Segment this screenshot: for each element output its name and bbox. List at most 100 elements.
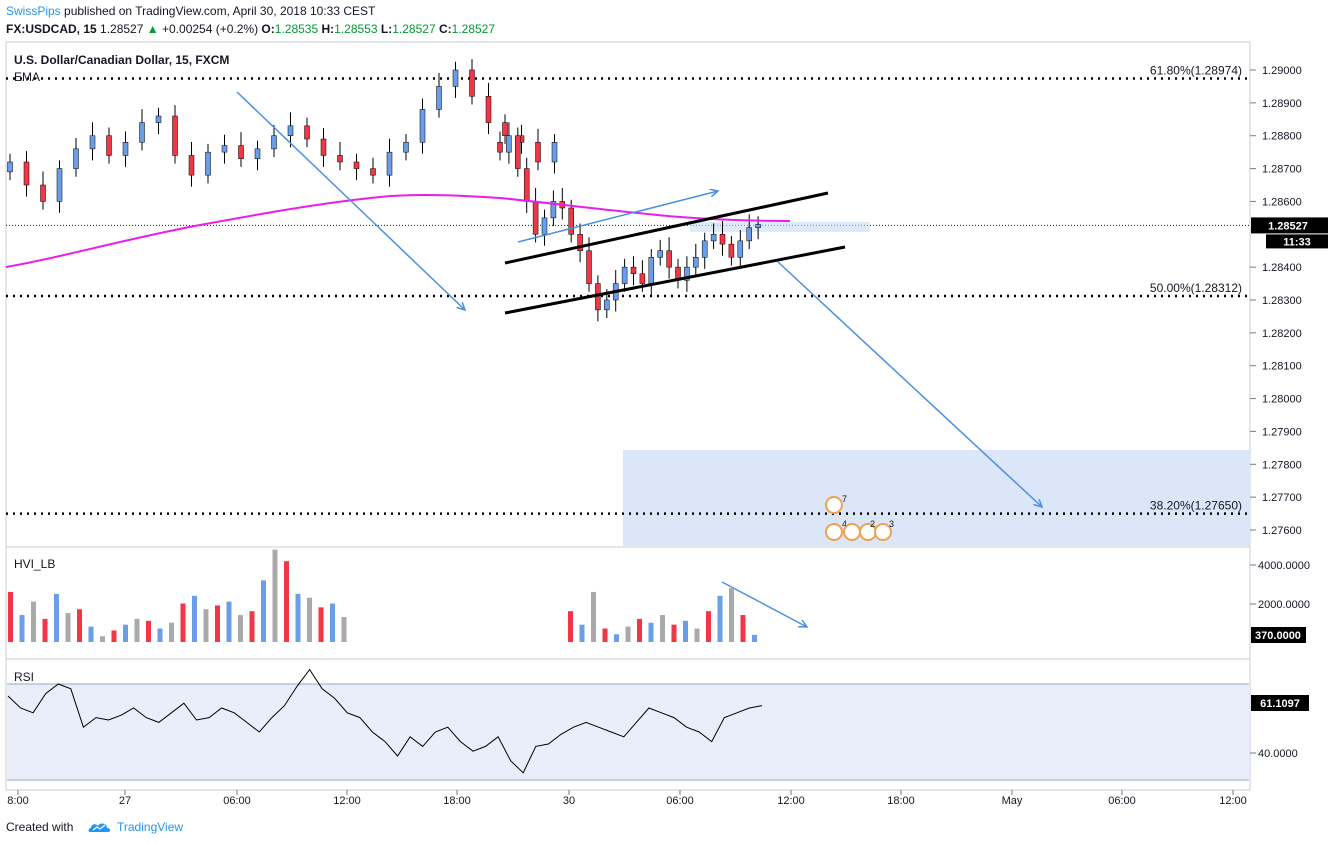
volume-bar	[637, 618, 642, 642]
time-tick-label: 18:00	[443, 795, 471, 807]
volume-bar	[579, 624, 585, 642]
volume-bar	[88, 626, 94, 642]
candle-body	[684, 266, 690, 281]
price-tick-label: 1.28700	[1262, 164, 1302, 176]
candle-body	[639, 273, 646, 284]
us-flag-event-icon[interactable]	[843, 523, 861, 541]
volume-bar	[54, 593, 59, 642]
time-axis[interactable]: 8:00 27 06:00 12:00 18:00 30 06:00 12:00 18:00 Ma…	[7, 790, 1247, 807]
arrow-up-channel[interactable]	[517, 191, 718, 243]
candle-body	[586, 250, 592, 284]
candle-body	[353, 161, 360, 169]
arrow-down-left[interactable]	[236, 91, 465, 310]
volume-bar	[625, 626, 631, 642]
candle-body	[386, 151, 393, 176]
last-price: 1.28527	[100, 22, 144, 36]
author-link[interactable]: SwissPips	[6, 4, 61, 18]
volume-bar	[261, 580, 266, 642]
channel-lower-line[interactable]	[504, 245, 846, 315]
countdown-label: 11:33	[1283, 236, 1311, 248]
time-tick-label: May	[1002, 795, 1023, 807]
candle-body	[728, 243, 735, 258]
fib-level-label: 61.80%(1.28974)	[1150, 64, 1242, 78]
volume-pane-title[interactable]: HVI_LB	[14, 557, 55, 571]
candle-body	[469, 69, 475, 97]
price-tick-label: 1.28400	[1262, 262, 1302, 274]
arrow-target[interactable]	[777, 261, 1042, 507]
event-count: 4	[842, 519, 847, 529]
candle-body	[304, 125, 310, 140]
volume-bar	[157, 628, 163, 642]
event-count: 3	[889, 519, 894, 529]
volume-tick: 2000.0000	[1258, 599, 1310, 611]
time-tick-label: 30	[563, 795, 575, 807]
price-tick-label: 1.28800	[1262, 131, 1302, 143]
us-flag-event-icon[interactable]	[874, 523, 892, 541]
chart-frame	[5, 41, 1251, 791]
volume-bar	[740, 615, 746, 642]
ema-indicator-label[interactable]: EMA	[14, 70, 40, 84]
up-triangle-icon: ▲	[146, 22, 159, 36]
volume-bar	[42, 618, 48, 642]
ca-flag-event-icon[interactable]	[825, 523, 843, 541]
event-count: 2	[870, 519, 875, 529]
channel-upper-line[interactable]	[504, 191, 829, 265]
price-tick-label: 1.28100	[1262, 361, 1302, 373]
volume-tick: 4000.0000	[1258, 560, 1310, 572]
price-tick-label: 1.28300	[1262, 295, 1302, 307]
volume-bar	[169, 622, 174, 642]
volume-bar	[31, 601, 36, 642]
close-label: C:	[438, 22, 452, 36]
volume-bar	[180, 603, 186, 642]
volume-bar	[568, 611, 573, 642]
time-tick-label: 06:00	[223, 795, 251, 807]
published-text: published on TradingView.com, April 30, …	[64, 4, 376, 18]
time-tick-label: 12:00	[777, 795, 805, 807]
volume-bar	[134, 618, 140, 642]
volume-bar	[752, 634, 757, 642]
volume-bar	[226, 601, 232, 642]
candle-body	[485, 96, 492, 123]
price-axis[interactable]: 1.29000 1.28900 1.28800 1.28700 1.28600 1.284…	[1250, 65, 1302, 537]
candle-body	[56, 168, 63, 202]
candle-body	[693, 257, 699, 268]
candles	[7, 59, 761, 322]
volume-bar	[100, 636, 105, 642]
time-tick-label: 06:00	[666, 795, 694, 807]
tradingview-logo-icon[interactable]	[88, 820, 112, 834]
candle-body	[254, 148, 261, 159]
us-flag-event-icon[interactable]	[825, 496, 843, 514]
main-pane-title: U.S. Dollar/Canadian Dollar, 15, FXCM	[14, 53, 229, 67]
candle-body	[436, 86, 442, 110]
candle-body	[419, 109, 426, 143]
candle-body	[568, 207, 574, 235]
candle-body	[238, 145, 244, 159]
candle-body	[370, 168, 376, 176]
rsi-pane-title[interactable]: RSI	[14, 670, 34, 684]
volume-bar	[65, 613, 71, 642]
volume-bar	[648, 622, 654, 642]
candle-body	[515, 135, 521, 169]
tradingview-link[interactable]: TradingView	[117, 820, 184, 834]
candle-body	[755, 224, 761, 228]
candle-body	[630, 266, 637, 274]
candle-body	[23, 161, 30, 186]
price-tick-label: 1.28900	[1262, 98, 1302, 110]
volume-bar	[77, 609, 82, 642]
countdown-box	[1266, 234, 1328, 249]
time-tick-label: 18:00	[887, 795, 915, 807]
publish-info: SwissPips published on TradingView.com, …	[6, 4, 375, 18]
candle-body	[502, 122, 508, 136]
chart-area[interactable]: 61.80%(1.28974) 50.00%(1.28312) 38.20%(1.2…	[0, 40, 1328, 812]
candle-body	[535, 142, 541, 163]
candle-body	[221, 145, 228, 153]
volume-bar	[146, 620, 151, 642]
arrow-volume[interactable]	[721, 581, 807, 627]
candle-body	[657, 250, 663, 258]
volume-bar	[123, 624, 128, 642]
volume-bar	[671, 624, 677, 642]
volume-bar	[591, 591, 596, 642]
economic-events[interactable]: 7 4 2 3	[825, 494, 894, 541]
volume-bar	[192, 595, 197, 642]
candle-body	[287, 125, 294, 136]
